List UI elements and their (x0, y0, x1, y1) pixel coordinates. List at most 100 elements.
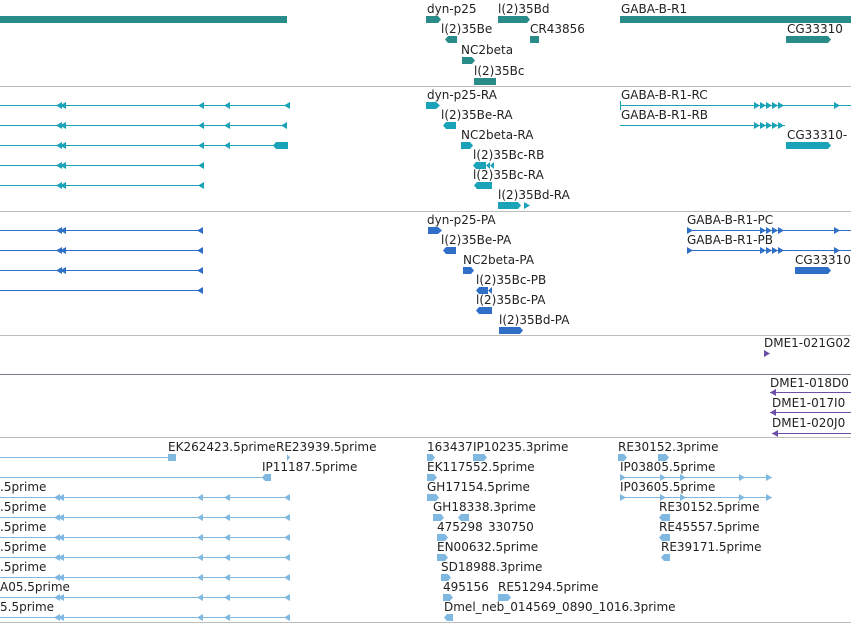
transcript-intron-arrow (56, 162, 62, 169)
est-label[interactable]: RE30152.3prime (618, 440, 719, 454)
gene-label[interactable]: GABA-B-R1 (621, 2, 688, 16)
protein-intron-arrow (60, 267, 66, 274)
est-label[interactable]: 163437 (427, 440, 473, 454)
clone-features-2 (770, 389, 851, 437)
transcript-intron-arrow (524, 202, 530, 209)
est-label[interactable]: .5prime (0, 500, 47, 514)
est-label[interactable]: .5prime (0, 540, 47, 554)
transcript-intron-arrow (56, 142, 62, 149)
transcript-label[interactable]: l(2)35Bc-RB (473, 148, 545, 162)
transcript-label[interactable]: GABA-B-R1-RB (621, 108, 709, 122)
transcript-intron-arrow (60, 122, 66, 129)
clone-feature (772, 430, 778, 437)
est-label[interactable]: RE51294.5prime (498, 580, 599, 594)
est-label[interactable]: EN00632.5prime (437, 540, 539, 554)
est-label[interactable]: GH18338.3prime (433, 500, 536, 514)
est-intron-arrow (58, 554, 64, 561)
transcript-label[interactable]: l(2)35Bc-RA (473, 168, 544, 182)
est-label[interactable]: A05.5prime (0, 580, 70, 594)
transcript-intron-arrow (60, 142, 66, 149)
est-label[interactable]: 475298 (437, 520, 483, 534)
est-intron-arrow (197, 574, 203, 581)
protein-intron-arrow (60, 247, 66, 254)
est-feature (498, 594, 511, 601)
est-label[interactable]: IP10235.3prime (473, 440, 569, 454)
est-intron-arrow (54, 574, 60, 581)
protein-intron-arrow (772, 227, 778, 234)
est-intron-arrow (224, 594, 230, 601)
protein-intron-arrow (778, 247, 784, 254)
transcript-intron-arrow (60, 182, 66, 189)
est-intron-arrow (620, 494, 626, 501)
clone-label[interactable]: DME1-018D0 (770, 376, 849, 390)
est-label[interactable]: EK117552.5prime (427, 460, 535, 474)
transcript-label[interactable]: l(2)35Bd-RA (498, 188, 570, 202)
clone-track-1: DME1-021G02 (0, 336, 851, 374)
transcript-intron-arrow (224, 142, 230, 149)
transcript-label[interactable]: dyn-p25-RA (427, 88, 497, 102)
transcript-intron-arrow (198, 102, 204, 109)
est-feature (618, 454, 627, 461)
est-intron-arrow (54, 534, 60, 541)
protein-label[interactable]: GABA-B-R1-PC (687, 213, 774, 227)
transcript-features (0, 101, 851, 209)
est-label[interactable]: 5.5prime (0, 600, 55, 614)
est-label[interactable]: 495156 (443, 580, 489, 594)
est-label[interactable]: IP03805.5prime (620, 460, 716, 474)
transcript-exon (786, 142, 831, 149)
gene-label[interactable]: l(2)35Be (441, 22, 493, 36)
est-label[interactable]: SD18988.3prime (441, 560, 543, 574)
gene-label[interactable]: dyn-p25 (427, 2, 477, 16)
transcript-exon (474, 182, 492, 189)
gene-label[interactable]: NC2beta (461, 43, 514, 57)
est-label[interactable]: 330750 (488, 520, 534, 534)
est-intron-arrow (58, 574, 64, 581)
gene-feature (786, 36, 831, 43)
transcript-intron-arrow (56, 182, 62, 189)
clone-label[interactable]: DME1-017I0 (772, 396, 846, 410)
gene-label[interactable]: CG33310 (787, 22, 843, 36)
gene-label[interactable]: l(2)35Bc (474, 64, 525, 78)
clone-label[interactable]: DME1-020J0 (772, 416, 846, 430)
est-label[interactable]: Dmel_neb_014569_0890_1016.3prime (444, 600, 676, 614)
protein-intron-arrow (760, 227, 766, 234)
est-label[interactable]: GH17154.5prime (427, 480, 530, 494)
track-separator (0, 86, 851, 87)
transcript-label[interactable]: CG33310- (787, 128, 848, 142)
protein-label[interactable]: NC2beta-PA (463, 253, 535, 267)
transcript-label[interactable]: NC2beta-RA (461, 128, 534, 142)
est-intron-arrow (54, 594, 60, 601)
est-intron-arrow (766, 474, 772, 481)
est-label[interactable]: .5prime (0, 520, 47, 534)
protein-label[interactable]: l(2)35Be-PA (441, 233, 512, 247)
transcript-intron-arrow (778, 122, 784, 129)
transcript-label[interactable]: l(2)35Be-RA (441, 108, 513, 122)
est-label[interactable]: IP11187.5prime (262, 460, 358, 474)
transcript-exon (443, 122, 456, 129)
est-label[interactable]: RE39171.5prime (661, 540, 762, 554)
gene-label[interactable]: l(2)35Bd (498, 2, 550, 16)
est-label[interactable]: EK262423.5prime (168, 440, 276, 454)
transcript-track: dyn-p25-RA GABA-B-R1-RC l(2)35Be-RA GABA… (0, 87, 851, 211)
gene-label[interactable]: CR43856 (530, 22, 585, 36)
protein-label[interactable]: l(2)35Bc-PA (476, 293, 546, 307)
protein-label[interactable]: l(2)35Bc-PB (476, 273, 547, 287)
est-label[interactable]: RE30152.5prime (659, 500, 760, 514)
est-label[interactable]: RE23939.5prime (276, 440, 377, 454)
protein-label[interactable]: CG33310 (795, 253, 851, 267)
est-label[interactable]: .5prime (0, 560, 47, 574)
protein-track: dyn-p25-PA GABA-B-R1-PC l(2)35Be-PA GABA… (0, 212, 851, 335)
est-label[interactable]: IP03605.5prime (620, 480, 716, 494)
est-label[interactable]: RE45557.5prime (659, 520, 760, 534)
gene-feature (474, 78, 496, 85)
transcript-label[interactable]: GABA-B-R1-RC (621, 88, 708, 102)
protein-label[interactable]: dyn-p25-PA (427, 213, 496, 227)
est-label[interactable]: .5prime (0, 480, 47, 494)
protein-label[interactable]: l(2)35Bd-PA (499, 313, 570, 327)
clone-label[interactable]: DME1-021G02 (764, 336, 851, 350)
est-intron-arrow (224, 574, 230, 581)
protein-label[interactable]: GABA-B-R1-PB (687, 233, 773, 247)
transcript-intron-arrow (754, 102, 760, 109)
protein-intron-arrow (56, 267, 62, 274)
est-feature (427, 494, 439, 501)
